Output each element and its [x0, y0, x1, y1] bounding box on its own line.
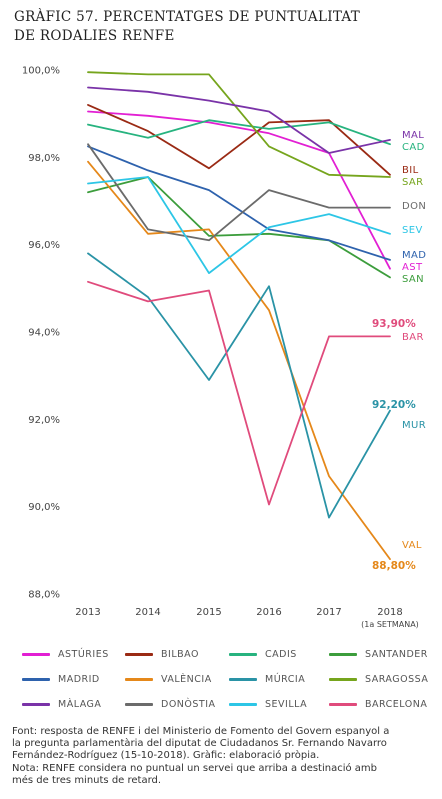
legend-label: SEVILLA [265, 699, 308, 710]
series-line-valencia [87, 160, 391, 560]
y-tick-label: 90,0% [28, 502, 60, 513]
series-line-donostia [87, 143, 391, 242]
chart-title: GRÀFIC 57. PERCENTATGES DE PUNTUALITAT D… [14, 8, 434, 46]
legend-item-cadis: CADIS [229, 649, 329, 660]
note-line-2: més de tres minuts de retard. [12, 774, 162, 786]
series-line-barcelona [87, 280, 391, 506]
source-line-1: Font: resposta de RENFE i del Ministerio… [12, 726, 390, 737]
legend-item-donostia: DONÒSTIA [125, 699, 229, 710]
y-tick-label: 94,0% [28, 328, 60, 339]
x-axis: 2013 2014 2015 2016 2017 2018 (1a SETMANA) [75, 607, 419, 629]
legend-swatch [125, 678, 153, 681]
callout-murcia: 92,20% [372, 399, 416, 411]
series-label-bilbao: BIL [402, 165, 419, 176]
series-label-saragossa: SAR [402, 177, 424, 188]
series-label-donostia: DON [402, 201, 426, 212]
y-tick-label: 96,0% [28, 240, 60, 251]
series-line-madrid [87, 145, 391, 261]
x-tick-label: 2013 [75, 607, 100, 618]
y-tick-label: 92,0% [28, 415, 60, 426]
chart-title-line-2: DE RODALIES RENFE [14, 28, 175, 44]
legend-row: ASTÚRIES BILBAO CADIS SANTANDER [22, 642, 432, 667]
callout-barcelona: 93,90% [372, 318, 416, 330]
x-tick-label: 2014 [135, 607, 160, 618]
x-tick-sublabel: (1a SETMANA) [361, 620, 419, 629]
chart-title-line-1: GRÀFIC 57. PERCENTATGES DE PUNTUALITAT [14, 9, 361, 25]
series-label-barcelona: BAR [402, 332, 424, 343]
value-callouts: 93,90% 92,20% 88,80% [372, 318, 416, 572]
legend-label: MÚRCIA [265, 674, 306, 685]
legend-item-madrid: MADRID [22, 674, 125, 685]
note-line-1: Nota: RENFE considera no puntual un serv… [12, 762, 378, 774]
legend-label: CADIS [265, 649, 297, 660]
legend-label: MÀLAGA [58, 699, 102, 710]
legend-swatch [329, 653, 357, 656]
legend-swatch [229, 703, 257, 706]
series-label-murcia: MUR [402, 420, 426, 431]
legend-item-sevilla: SEVILLA [229, 699, 329, 710]
legend-swatch [229, 678, 257, 681]
series-line-cadis [87, 119, 391, 146]
x-tick-label: 2018 [377, 607, 402, 618]
legend-item-bilbao: BILBAO [125, 649, 229, 660]
legend-item-asturies: ASTÚRIES [22, 649, 125, 660]
series-line-sevilla [87, 176, 391, 275]
series-line-asturies [87, 110, 391, 270]
series-line-malaga [87, 86, 391, 154]
series-label-sevilla: SEV [402, 225, 423, 236]
series-line-murcia [87, 252, 391, 519]
x-tick-label: 2015 [196, 607, 221, 618]
legend-swatch [229, 653, 257, 656]
legend-label: VALÈNCIA [161, 674, 212, 685]
legend-item-murcia: MÚRCIA [229, 674, 329, 685]
legend-label: MADRID [58, 674, 100, 685]
y-tick-label: 88,0% [28, 590, 60, 601]
legend-label: BARCELONA [365, 699, 428, 710]
legend-swatch [125, 703, 153, 706]
y-tick-label: 98,0% [28, 153, 60, 164]
x-tick-label: 2016 [256, 607, 281, 618]
legend-swatch [22, 653, 50, 656]
y-tick-label: 100,0% [22, 66, 60, 77]
series-label-asturies: AST [402, 262, 423, 273]
series-line-saragossa [87, 71, 391, 178]
source-note: Font: resposta de RENFE i del Ministerio… [12, 726, 436, 787]
legend-item-barcelona: BARCELONA [329, 699, 431, 710]
legend-swatch [22, 678, 50, 681]
series-label-cadis: CAD [402, 142, 425, 153]
legend-label: SANTANDER [365, 649, 428, 660]
legend-item-santander: SANTANDER [329, 649, 431, 660]
series-lines [87, 71, 391, 560]
legend-swatch [125, 653, 153, 656]
legend-label: ASTÚRIES [58, 649, 109, 660]
x-tick-label: 2017 [316, 607, 341, 618]
source-line-2: la pregunta parlamentària del diputat de… [12, 738, 387, 750]
legend-row: MADRID VALÈNCIA MÚRCIA SARAGOSSA [22, 667, 432, 692]
legend-item-saragossa: SARAGOSSA [329, 674, 431, 685]
series-label-valencia: VAL [402, 540, 422, 551]
legend-label: SARAGOSSA [365, 674, 429, 685]
legend-row: MÀLAGA DONÒSTIA SEVILLA BARCELONA [22, 692, 432, 717]
legend-item-valencia: VALÈNCIA [125, 674, 229, 685]
callout-valencia: 88,80% [372, 560, 416, 572]
series-line-bilbao [87, 104, 391, 176]
legend-swatch [329, 703, 357, 706]
series-line-santander [87, 176, 391, 279]
legend-swatch [22, 703, 50, 706]
series-label-madrid: MAD [402, 250, 426, 261]
series-label-malaga: MAL [402, 130, 424, 141]
y-axis: 100,0% 98,0% 96,0% 94,0% 92,0% 90,0% 88,0% [22, 66, 60, 601]
series-end-labels: AST BIL CAD SAN MAD VAL MUR SAR MAL DON SEV BAR [402, 130, 426, 551]
source-line-3: Fernández-Rodríguez (15-10-2018). Gràfic… [12, 750, 320, 762]
line-chart: 100,0% 98,0% 96,0% 94,0% 92,0% 90,0% 88,0% 201… [22, 66, 426, 630]
legend-label: DONÒSTIA [161, 699, 216, 710]
legend-item-malaga: MÀLAGA [22, 699, 125, 710]
legend-swatch [329, 678, 357, 681]
series-label-santander: SAN [402, 274, 424, 285]
chart-legend: ASTÚRIES BILBAO CADIS SANTANDER MADRID VALÈNC… [22, 642, 432, 717]
legend-label: BILBAO [161, 649, 199, 660]
